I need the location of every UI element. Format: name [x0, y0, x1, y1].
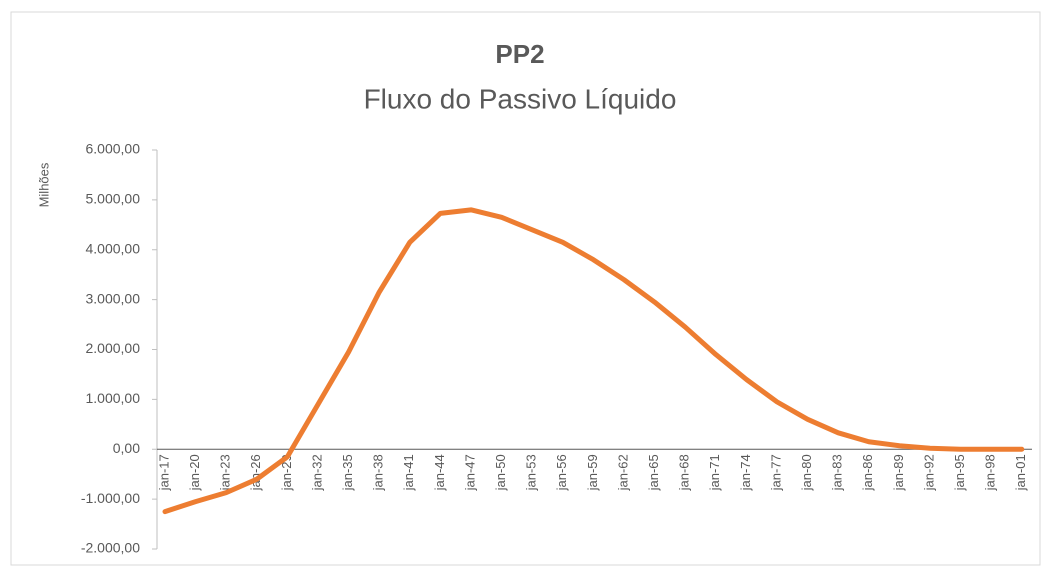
x-tick-label: jan-38 — [371, 454, 386, 491]
y-tick-label: 2.000,00 — [86, 340, 141, 356]
y-tick-label: 1.000,00 — [86, 390, 141, 406]
x-tick-label: jan-29 — [279, 454, 294, 491]
x-tick-label: jan-86 — [860, 454, 875, 491]
data-line — [162, 207, 1025, 515]
x-tick-label: jan-41 — [401, 454, 416, 491]
x-tick-label: jan-80 — [799, 454, 814, 491]
y-tick-label: -1.000,00 — [81, 490, 140, 506]
x-tick-label: jan-47 — [462, 454, 477, 491]
x-tick-label: jan-77 — [768, 454, 783, 491]
chart-frame — [10, 11, 1041, 566]
x-tick-label: jan-83 — [830, 454, 845, 491]
x-tick-label: jan-44 — [432, 454, 447, 491]
x-tick-label: jan-98 — [983, 454, 998, 491]
x-tick-label: jan-56 — [554, 454, 569, 491]
x-tick-label: jan-50 — [493, 454, 508, 491]
x-tick-label: jan-95 — [952, 454, 967, 491]
x-tick-label: jan-89 — [891, 454, 906, 491]
x-tick-label: jan-20 — [187, 454, 202, 491]
y-tick-label: 0,00 — [113, 440, 140, 456]
y-tick-label: 3.000,00 — [86, 290, 141, 306]
x-tick-label: jan-26 — [248, 454, 263, 491]
x-tick-label: jan-92 — [921, 454, 936, 491]
x-tick-label: jan-62 — [615, 454, 630, 491]
x-tick-label: jan-32 — [309, 454, 324, 491]
x-tick-label: jan-74 — [738, 454, 753, 491]
x-tick-label: jan-53 — [524, 454, 539, 491]
y-tick-label: -2.000,00 — [81, 540, 140, 556]
x-tick-label: jan-17 — [156, 454, 171, 491]
chart-title: PP2 — [495, 39, 544, 69]
x-tick-label: jan-71 — [707, 454, 722, 491]
y-tick-label: 6.000,00 — [86, 141, 141, 157]
chart-subtitle: Fluxo do Passivo Líquido — [364, 83, 677, 114]
x-tick-label: jan-65 — [646, 454, 661, 491]
y-tick-label: 4.000,00 — [86, 240, 141, 256]
x-tick-label: jan-68 — [677, 454, 692, 491]
y-tick-label: 5.000,00 — [86, 191, 141, 207]
x-tick-label: jan-59 — [585, 454, 600, 491]
x-tick-label: jan-35 — [340, 454, 355, 491]
x-tick-label: jan-01 — [1013, 454, 1028, 491]
y-axis-label: Milhões — [36, 162, 51, 207]
x-tick-label: jan-23 — [218, 454, 233, 491]
